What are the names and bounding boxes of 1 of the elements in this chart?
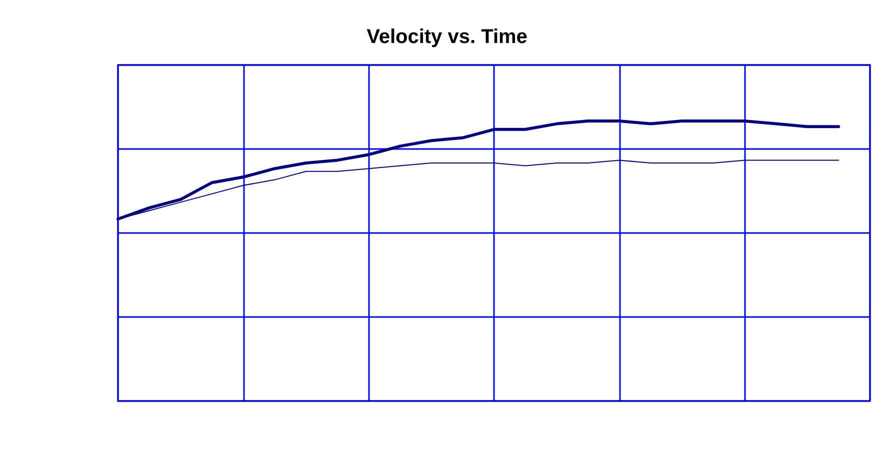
chart-title: Velocity vs. Time [366, 26, 528, 48]
